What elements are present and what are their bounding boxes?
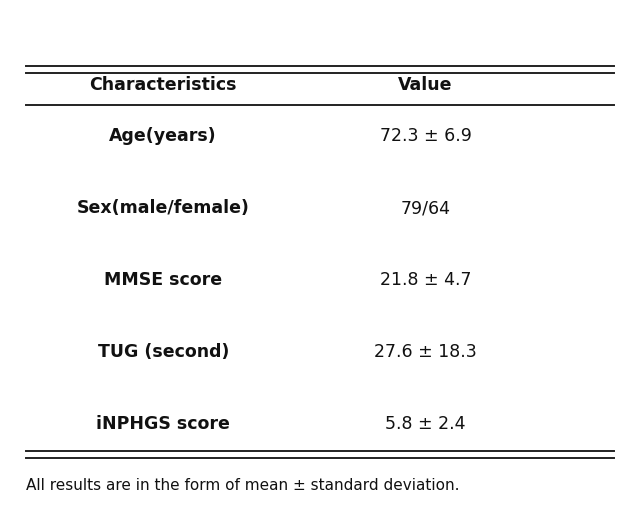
Text: Value: Value [398,76,453,94]
Text: 72.3 ± 6.9: 72.3 ± 6.9 [380,127,472,145]
Text: 27.6 ± 18.3: 27.6 ± 18.3 [374,343,477,361]
Text: 5.8 ± 2.4: 5.8 ± 2.4 [385,415,466,433]
Text: All results are in the form of mean ± standard deviation.: All results are in the form of mean ± st… [26,478,459,493]
Text: iNPHGS score: iNPHGS score [96,415,230,433]
Text: Characteristics: Characteristics [90,76,237,94]
Text: 79/64: 79/64 [401,199,451,217]
Text: Sex(male/female): Sex(male/female) [77,199,250,217]
Text: 21.8 ± 4.7: 21.8 ± 4.7 [380,271,471,289]
Text: TUG (second): TUG (second) [97,343,229,361]
Text: MMSE score: MMSE score [104,271,222,289]
Text: Age(years): Age(years) [109,127,217,145]
